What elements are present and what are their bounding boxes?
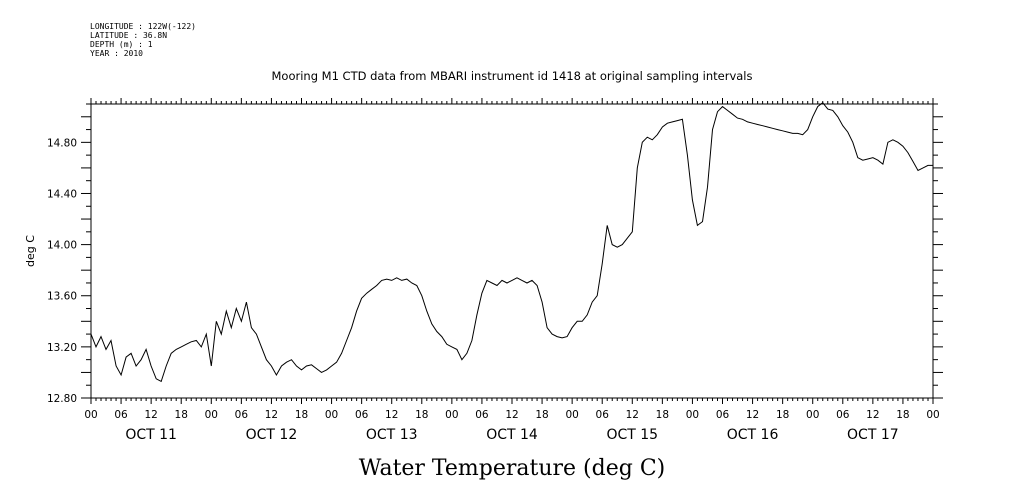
- x-day-label: OCT 17: [847, 427, 899, 443]
- x-day-label: OCT 15: [606, 427, 658, 443]
- x-day-label: OCT 12: [246, 427, 298, 443]
- x-day-labels: OCT 11 OCT 12 OCT 13 OCT 14 OCT 15 OCT 16 OCT …: [125, 427, 898, 443]
- x-tick-label: 00: [565, 409, 578, 421]
- series-group: [90, 102, 933, 383]
- y-tick-label: 14.80: [47, 137, 77, 149]
- chart-title: Mooring M1 CTD data from MBARI instrumen…: [272, 69, 753, 83]
- temperature-series-line: [90, 102, 933, 383]
- x-tick-label: 00: [686, 409, 699, 421]
- x-axis-label: Water Temperature (deg C): [359, 456, 666, 481]
- x-day-label: OCT 14: [486, 427, 538, 443]
- plot-frame: [90, 103, 934, 399]
- x-tick-label: 12: [626, 409, 639, 421]
- x-tick-label: 18: [295, 409, 308, 421]
- x-tick-label: 18: [896, 409, 909, 421]
- x-tick-label: 12: [144, 409, 157, 421]
- y-tick-label: 14.40: [47, 188, 77, 200]
- x-axis-ticks: 00 06 12 18 00 06 12 18 00 06 12 18 00 06 12 18 00 06 12 18…: [84, 409, 939, 421]
- y-tick-label: 13.20: [47, 342, 77, 354]
- x-tick-label: 06: [475, 409, 489, 421]
- x-tick-label: 18: [776, 409, 789, 421]
- x-tick-label: 06: [596, 409, 610, 421]
- x-tick-label: 06: [716, 409, 730, 421]
- metadata-block: LONGITUDE : 122W(-122) LATITUDE : 36.8N …: [90, 22, 196, 58]
- x-day-label: OCT 13: [366, 427, 418, 443]
- x-day-label: OCT 16: [727, 427, 779, 443]
- y-tick-label: 12.80: [47, 393, 77, 405]
- x-tick-label: 00: [205, 409, 218, 421]
- x-tick-label: 18: [535, 409, 548, 421]
- x-tick-label: 06: [235, 409, 249, 421]
- depth-label: DEPTH (m) : 1: [90, 40, 153, 49]
- x-tick-label: 06: [114, 409, 128, 421]
- x-tick-label: 00: [84, 409, 97, 421]
- year-label: YEAR : 2010: [90, 49, 143, 58]
- x-tick-label: 06: [836, 409, 850, 421]
- x-tick-label: 18: [415, 409, 428, 421]
- x-tick-label: 18: [656, 409, 669, 421]
- y-axis-label: deg C: [24, 235, 37, 267]
- x-day-label: OCT 11: [125, 427, 177, 443]
- x-tick-label: 12: [505, 409, 518, 421]
- x-tick-label: 06: [355, 409, 369, 421]
- y-tick-label: 13.60: [47, 291, 77, 303]
- x-tick-label: 18: [175, 409, 188, 421]
- x-tick-label: 12: [746, 409, 759, 421]
- axis-ticks: [81, 98, 943, 404]
- x-tick-label: 12: [385, 409, 398, 421]
- x-tick-label: 12: [866, 409, 879, 421]
- x-tick-label: 00: [325, 409, 338, 421]
- x-tick-label: 00: [445, 409, 458, 421]
- longitude-label: LONGITUDE : 122W(-122): [90, 22, 196, 31]
- x-tick-label: 00: [926, 409, 939, 421]
- x-tick-label: 00: [806, 409, 819, 421]
- latitude-label: LATITUDE : 36.8N: [90, 31, 168, 40]
- x-tick-label: 12: [265, 409, 278, 421]
- y-axis-ticks: 12.80 13.20 13.60 14.00 14.40 14.80: [47, 137, 77, 405]
- y-tick-label: 14.00: [47, 240, 77, 252]
